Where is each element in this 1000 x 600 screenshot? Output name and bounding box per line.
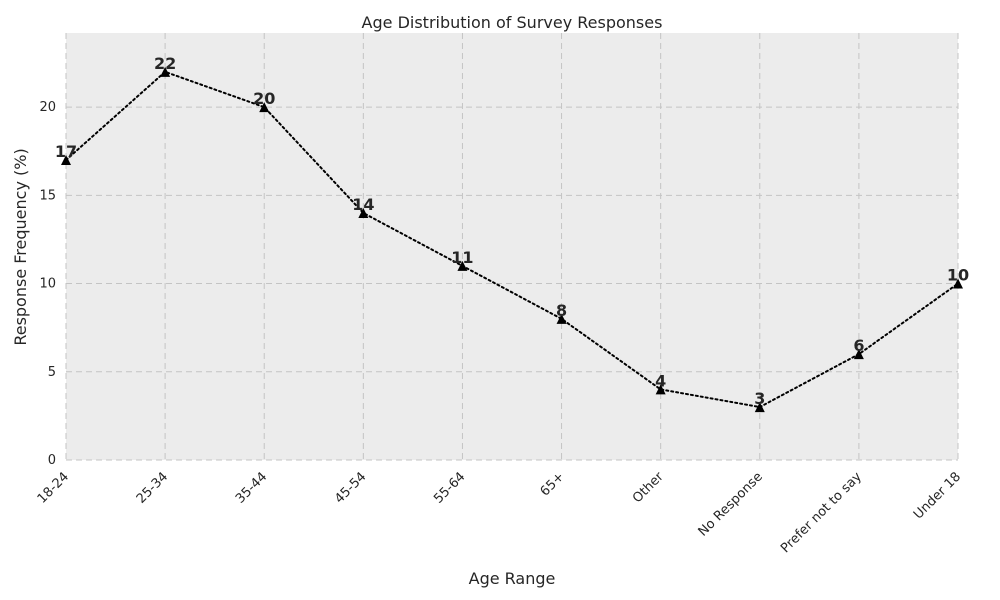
chart-title: Age Distribution of Survey Responses	[362, 13, 663, 32]
x-tick-label: No Response	[696, 469, 766, 539]
data-point-marker	[655, 384, 666, 395]
data-point-marker	[556, 313, 567, 324]
y-tick-label: 5	[48, 365, 56, 380]
y-tick-label: 0	[48, 453, 56, 468]
x-tick-label: 18-24	[35, 469, 72, 506]
data-point-marker	[61, 155, 71, 166]
data-point-marker	[457, 260, 468, 271]
y-tick-label: 10	[39, 277, 56, 292]
y-tick-label: 15	[39, 188, 56, 203]
y-axis-label: Response Frequency (%)	[11, 148, 30, 345]
series-line	[65, 70, 959, 409]
data-point-marker	[160, 66, 171, 77]
data-markers	[61, 66, 963, 413]
plot-area	[66, 33, 958, 460]
data-point-marker	[853, 349, 864, 360]
data-label: 3	[754, 389, 765, 408]
y-tick-label: 20	[39, 100, 56, 115]
data-label: 17	[55, 142, 77, 161]
data-point-marker	[358, 207, 369, 218]
data-labels: 17 22 20 14 11 8 4 3 6 10	[55, 54, 969, 408]
data-point-marker	[259, 102, 270, 113]
data-label: 10	[947, 266, 969, 285]
data-label: 11	[451, 248, 473, 267]
data-label: 14	[352, 195, 374, 214]
grid-lines	[65, 33, 959, 461]
y-tick-labels: 0 5 10 15 20	[39, 100, 56, 468]
x-tick-label: 65+	[538, 469, 568, 499]
data-label: 4	[655, 371, 666, 390]
x-tick-labels: 18-24 25-34 35-44 45-54 55-64 65+ Other No Resp…	[35, 469, 964, 556]
x-axis-label: Age Range	[469, 569, 556, 588]
data-label: 20	[253, 89, 275, 108]
x-tick-label: 55-64	[431, 469, 468, 506]
x-tick-label: 45-54	[332, 469, 369, 506]
x-tick-label: 25-34	[134, 469, 171, 506]
data-point-marker	[953, 278, 963, 289]
x-tick-label: 35-44	[233, 469, 270, 506]
series-polyline	[65, 70, 959, 409]
x-tick-label: Under 18	[911, 469, 964, 522]
data-label: 8	[556, 301, 567, 320]
data-label: 22	[154, 54, 176, 73]
data-label: 6	[853, 336, 864, 355]
x-tick-label: Other	[630, 469, 667, 506]
data-point-marker	[754, 402, 765, 413]
x-tick-label: Prefer not to say	[778, 469, 865, 556]
